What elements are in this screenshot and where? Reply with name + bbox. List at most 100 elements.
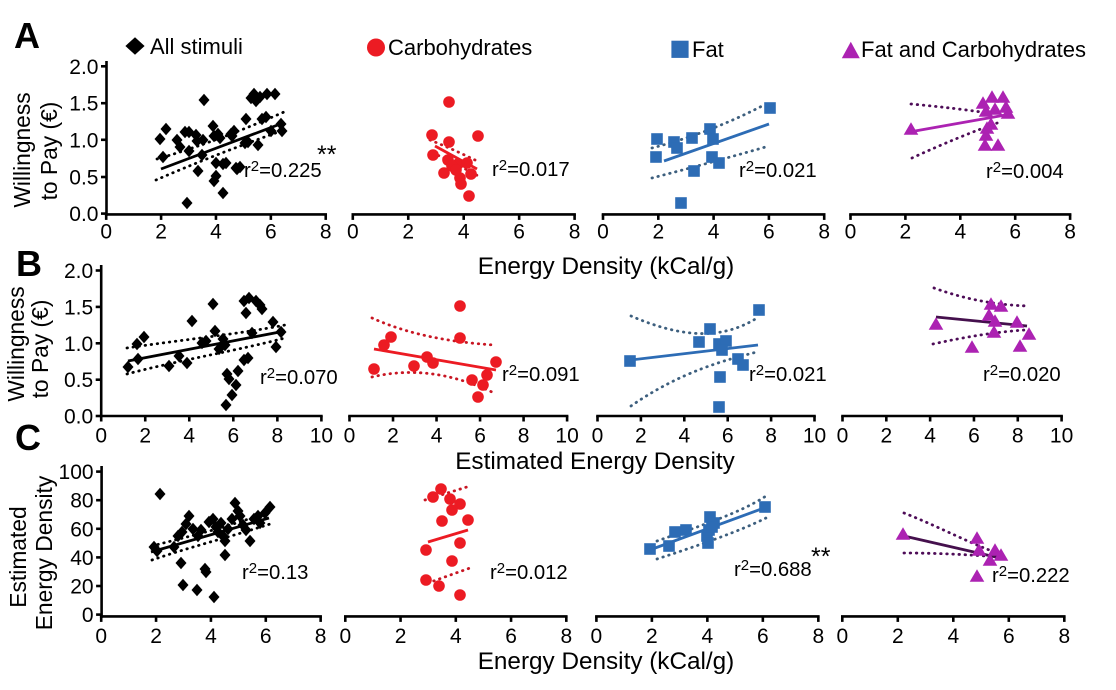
svg-text:1.0: 1.0 bbox=[69, 129, 98, 152]
svg-text:2.0: 2.0 bbox=[69, 56, 98, 79]
svg-text:Willingness: Willingness bbox=[9, 92, 35, 207]
svg-text:10: 10 bbox=[803, 425, 826, 448]
svg-text:to Pay (€): to Pay (€) bbox=[27, 300, 53, 399]
svg-text:4: 4 bbox=[708, 220, 720, 243]
svg-text:8: 8 bbox=[569, 220, 581, 243]
svg-text:0: 0 bbox=[82, 604, 94, 627]
svg-text:6: 6 bbox=[1003, 625, 1015, 648]
svg-text:8: 8 bbox=[560, 625, 572, 648]
svg-text:0.0: 0.0 bbox=[69, 203, 98, 226]
svg-text:6: 6 bbox=[260, 625, 272, 648]
svg-text:2.0: 2.0 bbox=[64, 260, 93, 283]
svg-text:60: 60 bbox=[70, 518, 93, 541]
svg-text:Fat and Carbohydrates: Fat and Carbohydrates bbox=[861, 37, 1086, 62]
svg-text:1.5: 1.5 bbox=[69, 93, 98, 116]
svg-text:8: 8 bbox=[518, 425, 530, 448]
svg-text:1.0: 1.0 bbox=[64, 333, 93, 356]
svg-text:4: 4 bbox=[450, 625, 462, 648]
svg-text:B: B bbox=[16, 243, 42, 284]
svg-text:8: 8 bbox=[1012, 425, 1024, 448]
svg-text:All stimuli: All stimuli bbox=[150, 34, 243, 59]
svg-text:r2=0.13: r2=0.13 bbox=[242, 560, 308, 584]
svg-text:1.5: 1.5 bbox=[64, 296, 93, 319]
svg-text:4: 4 bbox=[924, 425, 936, 448]
svg-text:2: 2 bbox=[652, 220, 664, 243]
svg-text:Energy Density: Energy Density bbox=[31, 475, 57, 630]
svg-text:4: 4 bbox=[205, 625, 217, 648]
svg-text:6: 6 bbox=[513, 220, 525, 243]
svg-text:0: 0 bbox=[597, 220, 609, 243]
svg-text:Estimated Energy Density: Estimated Energy Density bbox=[455, 448, 735, 475]
svg-text:0.5: 0.5 bbox=[69, 167, 98, 190]
svg-text:2: 2 bbox=[139, 425, 151, 448]
svg-text:2: 2 bbox=[155, 220, 167, 243]
svg-text:4: 4 bbox=[702, 625, 714, 648]
svg-text:Carbohydrates: Carbohydrates bbox=[388, 35, 532, 60]
svg-text:4: 4 bbox=[678, 425, 690, 448]
svg-text:6: 6 bbox=[505, 625, 517, 648]
svg-text:0.0: 0.0 bbox=[64, 406, 93, 429]
svg-text:0: 0 bbox=[344, 425, 356, 448]
svg-text:8: 8 bbox=[320, 220, 332, 243]
svg-text:**: ** bbox=[811, 543, 831, 571]
svg-text:6: 6 bbox=[763, 220, 775, 243]
svg-text:0.5: 0.5 bbox=[64, 369, 93, 392]
svg-text:6: 6 bbox=[757, 625, 769, 648]
svg-text:A: A bbox=[14, 15, 40, 56]
svg-text:r2=0.021: r2=0.021 bbox=[739, 158, 817, 182]
svg-text:2: 2 bbox=[880, 425, 892, 448]
svg-text:4: 4 bbox=[210, 220, 222, 243]
svg-text:20: 20 bbox=[70, 576, 93, 599]
svg-text:2: 2 bbox=[635, 425, 647, 448]
svg-text:8: 8 bbox=[1064, 220, 1076, 243]
svg-text:r2=0.070: r2=0.070 bbox=[260, 365, 338, 389]
svg-text:4: 4 bbox=[431, 425, 443, 448]
svg-text:10: 10 bbox=[310, 425, 333, 448]
svg-text:0: 0 bbox=[95, 625, 107, 648]
svg-text:4: 4 bbox=[947, 625, 959, 648]
svg-text:Estimated: Estimated bbox=[5, 506, 31, 607]
svg-text:0: 0 bbox=[95, 425, 107, 448]
svg-text:Willingness: Willingness bbox=[3, 286, 29, 401]
svg-text:6: 6 bbox=[722, 425, 734, 448]
svg-text:Energy Density (kCal/g): Energy Density (kCal/g) bbox=[478, 648, 735, 675]
svg-text:Fat: Fat bbox=[692, 37, 724, 62]
svg-text:2: 2 bbox=[395, 625, 407, 648]
svg-text:6: 6 bbox=[968, 425, 980, 448]
svg-text:2: 2 bbox=[387, 425, 399, 448]
svg-text:80: 80 bbox=[70, 490, 93, 513]
svg-text:0: 0 bbox=[592, 425, 604, 448]
svg-text:8: 8 bbox=[818, 220, 830, 243]
svg-text:2: 2 bbox=[892, 625, 904, 648]
svg-text:to Pay (€): to Pay (€) bbox=[36, 102, 62, 201]
svg-text:C: C bbox=[15, 417, 41, 458]
svg-text:4: 4 bbox=[954, 220, 966, 243]
svg-text:r2=0.091: r2=0.091 bbox=[502, 362, 580, 386]
svg-text:6: 6 bbox=[227, 425, 239, 448]
svg-text:6: 6 bbox=[265, 220, 277, 243]
svg-text:4: 4 bbox=[458, 220, 470, 243]
svg-text:8: 8 bbox=[1058, 625, 1070, 648]
svg-text:r2=0.021: r2=0.021 bbox=[749, 362, 827, 386]
svg-text:0: 0 bbox=[347, 220, 359, 243]
svg-text:2: 2 bbox=[900, 220, 912, 243]
svg-text:0: 0 bbox=[837, 425, 849, 448]
svg-text:6: 6 bbox=[474, 425, 486, 448]
svg-text:8: 8 bbox=[812, 625, 824, 648]
svg-text:0: 0 bbox=[845, 220, 857, 243]
svg-text:8: 8 bbox=[272, 425, 284, 448]
svg-text:Energy Density (kCal/g): Energy Density (kCal/g) bbox=[478, 253, 735, 280]
svg-text:0: 0 bbox=[339, 625, 351, 648]
svg-text:4: 4 bbox=[183, 425, 195, 448]
svg-text:10: 10 bbox=[1050, 425, 1073, 448]
svg-text:100: 100 bbox=[59, 461, 94, 484]
svg-text:2: 2 bbox=[402, 220, 414, 243]
svg-text:0: 0 bbox=[100, 220, 112, 243]
svg-text:2: 2 bbox=[646, 625, 658, 648]
svg-text:**: ** bbox=[317, 141, 337, 169]
svg-text:0: 0 bbox=[591, 625, 603, 648]
svg-text:8: 8 bbox=[315, 625, 327, 648]
svg-text:6: 6 bbox=[1009, 220, 1021, 243]
svg-text:8: 8 bbox=[765, 425, 777, 448]
svg-text:2: 2 bbox=[150, 625, 162, 648]
